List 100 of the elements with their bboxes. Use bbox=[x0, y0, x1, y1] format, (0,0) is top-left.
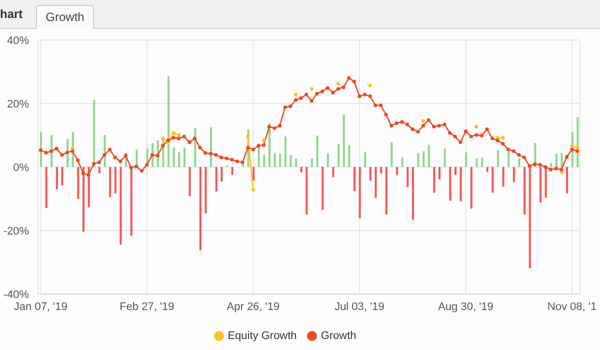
point bbox=[421, 119, 426, 123]
x-tick-label: Nov 08, '1 bbox=[547, 300, 597, 313]
bar bbox=[364, 152, 366, 167]
bar bbox=[40, 132, 42, 167]
bar bbox=[290, 154, 292, 167]
bar bbox=[88, 167, 90, 208]
bar bbox=[524, 167, 526, 215]
bar bbox=[396, 167, 398, 175]
bar bbox=[178, 152, 180, 167]
bar bbox=[342, 114, 345, 167]
y-tick-label: 0% bbox=[13, 162, 30, 174]
y-tick-label: 40% bbox=[6, 34, 30, 47]
bar bbox=[492, 167, 494, 193]
bar bbox=[56, 167, 58, 190]
bar bbox=[215, 167, 218, 192]
bar bbox=[454, 167, 456, 175]
point bbox=[336, 82, 340, 86]
bar bbox=[444, 148, 446, 167]
x-tick-label: Jul 03, '19 bbox=[334, 300, 384, 313]
bar bbox=[311, 158, 313, 167]
bar bbox=[252, 167, 255, 181]
point bbox=[172, 131, 176, 135]
point bbox=[576, 146, 580, 150]
bar bbox=[120, 167, 122, 245]
bar bbox=[496, 150, 499, 167]
bar bbox=[98, 167, 100, 174]
bar bbox=[380, 167, 382, 174]
bar bbox=[476, 158, 478, 167]
bar bbox=[274, 153, 276, 167]
bar bbox=[93, 100, 96, 167]
bar bbox=[465, 152, 468, 167]
bar bbox=[326, 154, 329, 167]
bar bbox=[406, 167, 409, 188]
x-tick-label: Feb 27, '19 bbox=[120, 300, 174, 313]
bar bbox=[188, 167, 191, 196]
bar bbox=[449, 167, 452, 201]
bar bbox=[428, 145, 430, 167]
bar bbox=[481, 157, 484, 167]
x-tick-label: Apr 26, '19 bbox=[226, 300, 280, 313]
bar bbox=[401, 157, 404, 167]
bar bbox=[306, 167, 308, 215]
bar bbox=[385, 167, 388, 215]
bar bbox=[433, 167, 436, 193]
point bbox=[246, 134, 250, 138]
bar bbox=[374, 167, 377, 198]
bar bbox=[332, 167, 334, 178]
bar bbox=[279, 154, 282, 167]
x-tick-label: Aug 30, '19 bbox=[438, 300, 494, 313]
x-tick-label: Jan 07, '19 bbox=[14, 300, 68, 313]
point bbox=[177, 133, 181, 137]
bar bbox=[284, 136, 286, 167]
bar bbox=[422, 151, 425, 167]
bar bbox=[77, 167, 80, 200]
legend-label: Equity Growth bbox=[228, 330, 297, 342]
bar bbox=[109, 167, 112, 198]
bar bbox=[512, 167, 515, 182]
point bbox=[570, 144, 574, 148]
bar bbox=[390, 142, 393, 167]
point bbox=[161, 136, 165, 140]
y-tick-label: -40% bbox=[3, 288, 30, 301]
bar bbox=[369, 167, 372, 181]
point bbox=[501, 136, 505, 140]
bar bbox=[486, 167, 488, 172]
point bbox=[368, 84, 372, 88]
bar bbox=[82, 167, 85, 232]
text: hart bbox=[0, 7, 23, 21]
bar bbox=[210, 127, 212, 167]
bar bbox=[316, 136, 318, 167]
bar bbox=[231, 167, 234, 175]
bar bbox=[268, 123, 270, 167]
bar bbox=[114, 167, 116, 194]
bar bbox=[183, 148, 186, 167]
bar bbox=[172, 148, 175, 167]
bar bbox=[263, 154, 266, 167]
bar bbox=[322, 167, 324, 210]
bar bbox=[348, 145, 350, 167]
point bbox=[474, 124, 478, 128]
bar bbox=[295, 158, 298, 167]
bar bbox=[168, 76, 170, 167]
bar bbox=[354, 167, 356, 192]
bar bbox=[199, 167, 202, 250]
bar bbox=[470, 167, 472, 209]
point bbox=[310, 87, 314, 91]
bar bbox=[204, 167, 207, 214]
bar bbox=[61, 167, 64, 186]
text: Growth bbox=[36, 5, 94, 29]
bar bbox=[130, 167, 132, 236]
bar bbox=[220, 167, 223, 182]
bar bbox=[45, 167, 48, 208]
bar bbox=[412, 167, 414, 220]
bar bbox=[460, 167, 462, 202]
point bbox=[251, 188, 256, 192]
point bbox=[262, 138, 266, 142]
bar bbox=[338, 144, 340, 167]
bar bbox=[438, 167, 441, 180]
bar bbox=[502, 167, 504, 187]
legend-label: Growth bbox=[320, 330, 356, 342]
bar bbox=[417, 153, 420, 167]
y-tick-label: 20% bbox=[6, 98, 30, 110]
point bbox=[294, 92, 298, 96]
